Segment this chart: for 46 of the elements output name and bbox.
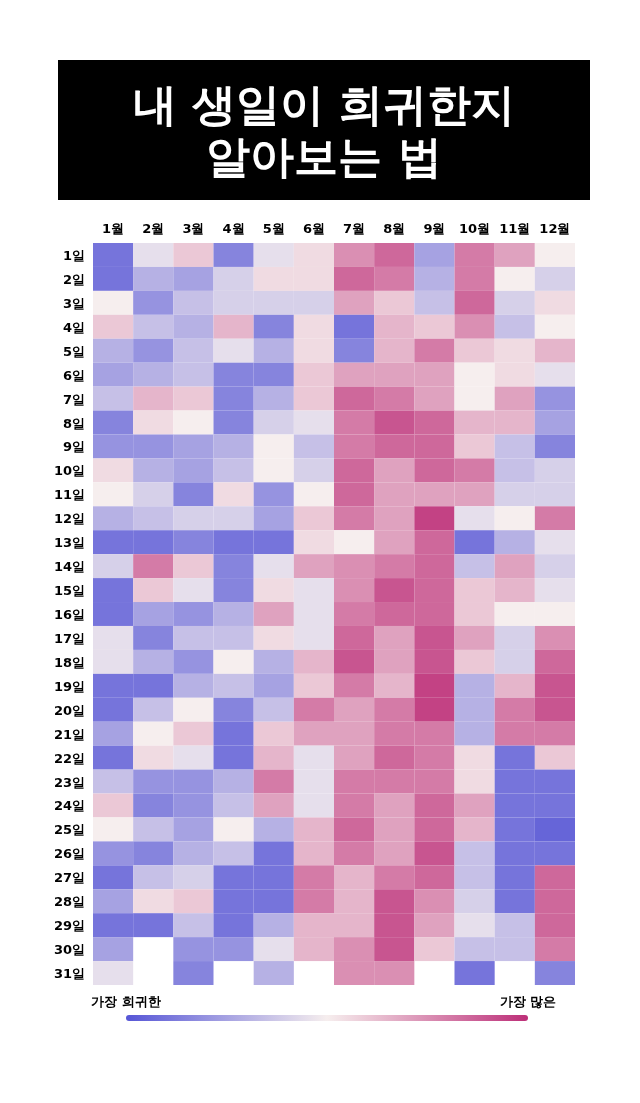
x-tick-label: 5월 — [262, 221, 285, 236]
y-tick-label: 30일 — [53, 942, 85, 958]
x-tick-label: 3월 — [182, 221, 205, 236]
y-tick-label: 20일 — [53, 702, 85, 718]
x-tick-label: 4월 — [222, 221, 245, 236]
y-tick-label: 6일 — [62, 367, 85, 383]
y-tick-label: 5일 — [62, 343, 85, 359]
x-tick-label: 6월 — [302, 221, 325, 236]
x-tick-label: 10월 — [459, 221, 491, 236]
y-tick-label: 13일 — [53, 535, 85, 551]
y-tick-label: 19일 — [53, 678, 85, 694]
y-tick-label: 31일 — [53, 966, 85, 982]
y-tick-label: 4일 — [62, 319, 85, 335]
y-tick-label: 14일 — [53, 559, 85, 575]
y-tick-label: 26일 — [53, 846, 85, 862]
y-tick-label: 8일 — [62, 415, 85, 431]
x-tick-label: 12월 — [539, 221, 571, 236]
x-tick-label: 2월 — [142, 221, 165, 236]
y-tick-label: 16일 — [53, 607, 85, 622]
y-tick-label: 7일 — [62, 391, 85, 407]
y-tick-label: 18일 — [53, 654, 85, 670]
y-tick-label: 2일 — [62, 271, 85, 287]
chart-title: 내 생일이 희귀한지 알아보는 법 — [132, 79, 516, 182]
y-tick-label: 10일 — [53, 463, 85, 479]
x-tick-label: 11월 — [499, 221, 531, 236]
y-tick-label: 22일 — [53, 750, 85, 766]
x-tick-label: 7월 — [343, 221, 366, 236]
color-bar-label: 가장 희귀한 — [91, 994, 161, 1009]
y-tick-label: 29일 — [53, 918, 85, 934]
y-tick-label: 17일 — [53, 630, 85, 646]
y-tick-label: 1일 — [62, 247, 85, 263]
y-tick-label: 23일 — [53, 774, 85, 790]
y-tick-label: 25일 — [53, 822, 85, 838]
y-tick-label: 11일 — [53, 487, 85, 503]
color-bar-label: 가장 많은 — [499, 994, 557, 1009]
y-tick-label: 9일 — [62, 439, 85, 455]
y-tick-label: 15일 — [53, 583, 85, 599]
y-tick-label: 21일 — [53, 726, 85, 742]
x-tick-label: 9월 — [423, 221, 446, 236]
y-tick-label: 24일 — [53, 798, 85, 814]
y-tick-label: 12일 — [53, 511, 85, 527]
y-tick-label: 28일 — [53, 894, 85, 910]
y-tick-label: 3일 — [62, 295, 85, 311]
x-tick-label: 8월 — [383, 221, 406, 236]
x-tick-label: 1월 — [102, 221, 125, 236]
y-tick-label: 27일 — [53, 870, 85, 886]
